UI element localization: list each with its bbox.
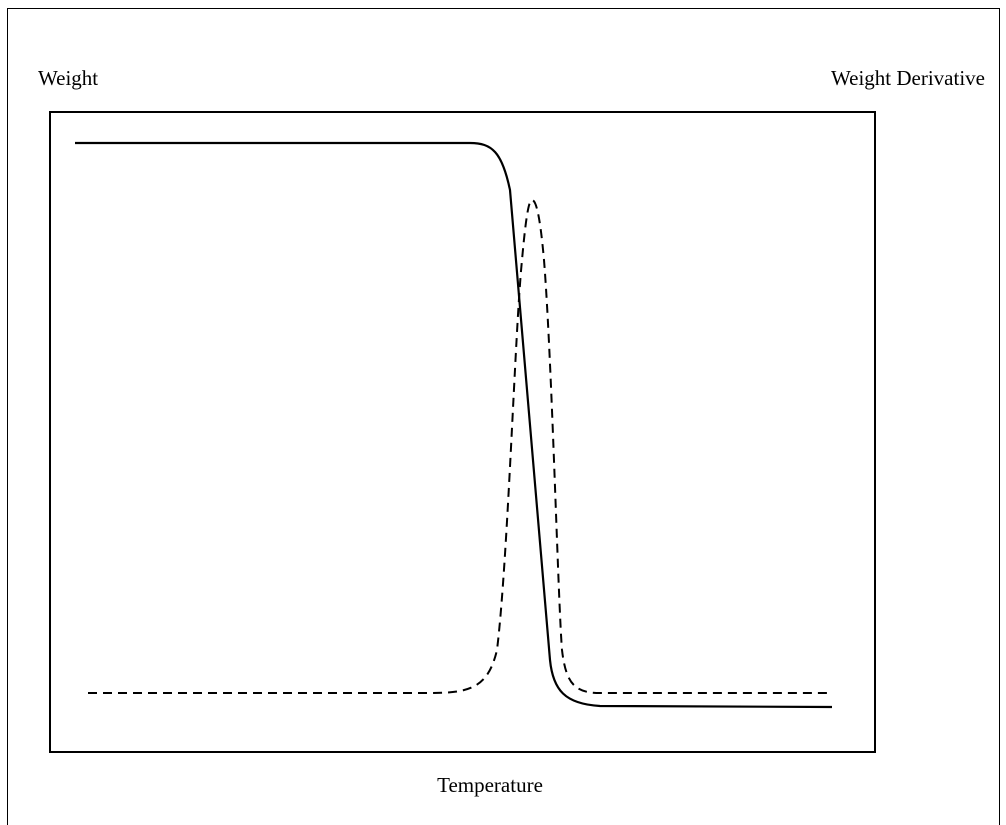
- plot-frame: [50, 112, 875, 752]
- outer-frame: [8, 9, 1000, 825]
- left-axis-label: Weight: [38, 66, 98, 90]
- right-axis-label: Weight Derivative: [831, 66, 985, 90]
- page: Weight Weight Derivative Temperature (()…: [0, 0, 1006, 825]
- diagram: Weight Weight Derivative Temperature: [0, 0, 1006, 825]
- x-axis-label: Temperature: [437, 773, 543, 797]
- derivative-curve: [88, 200, 832, 693]
- weight-curve: [75, 143, 832, 707]
